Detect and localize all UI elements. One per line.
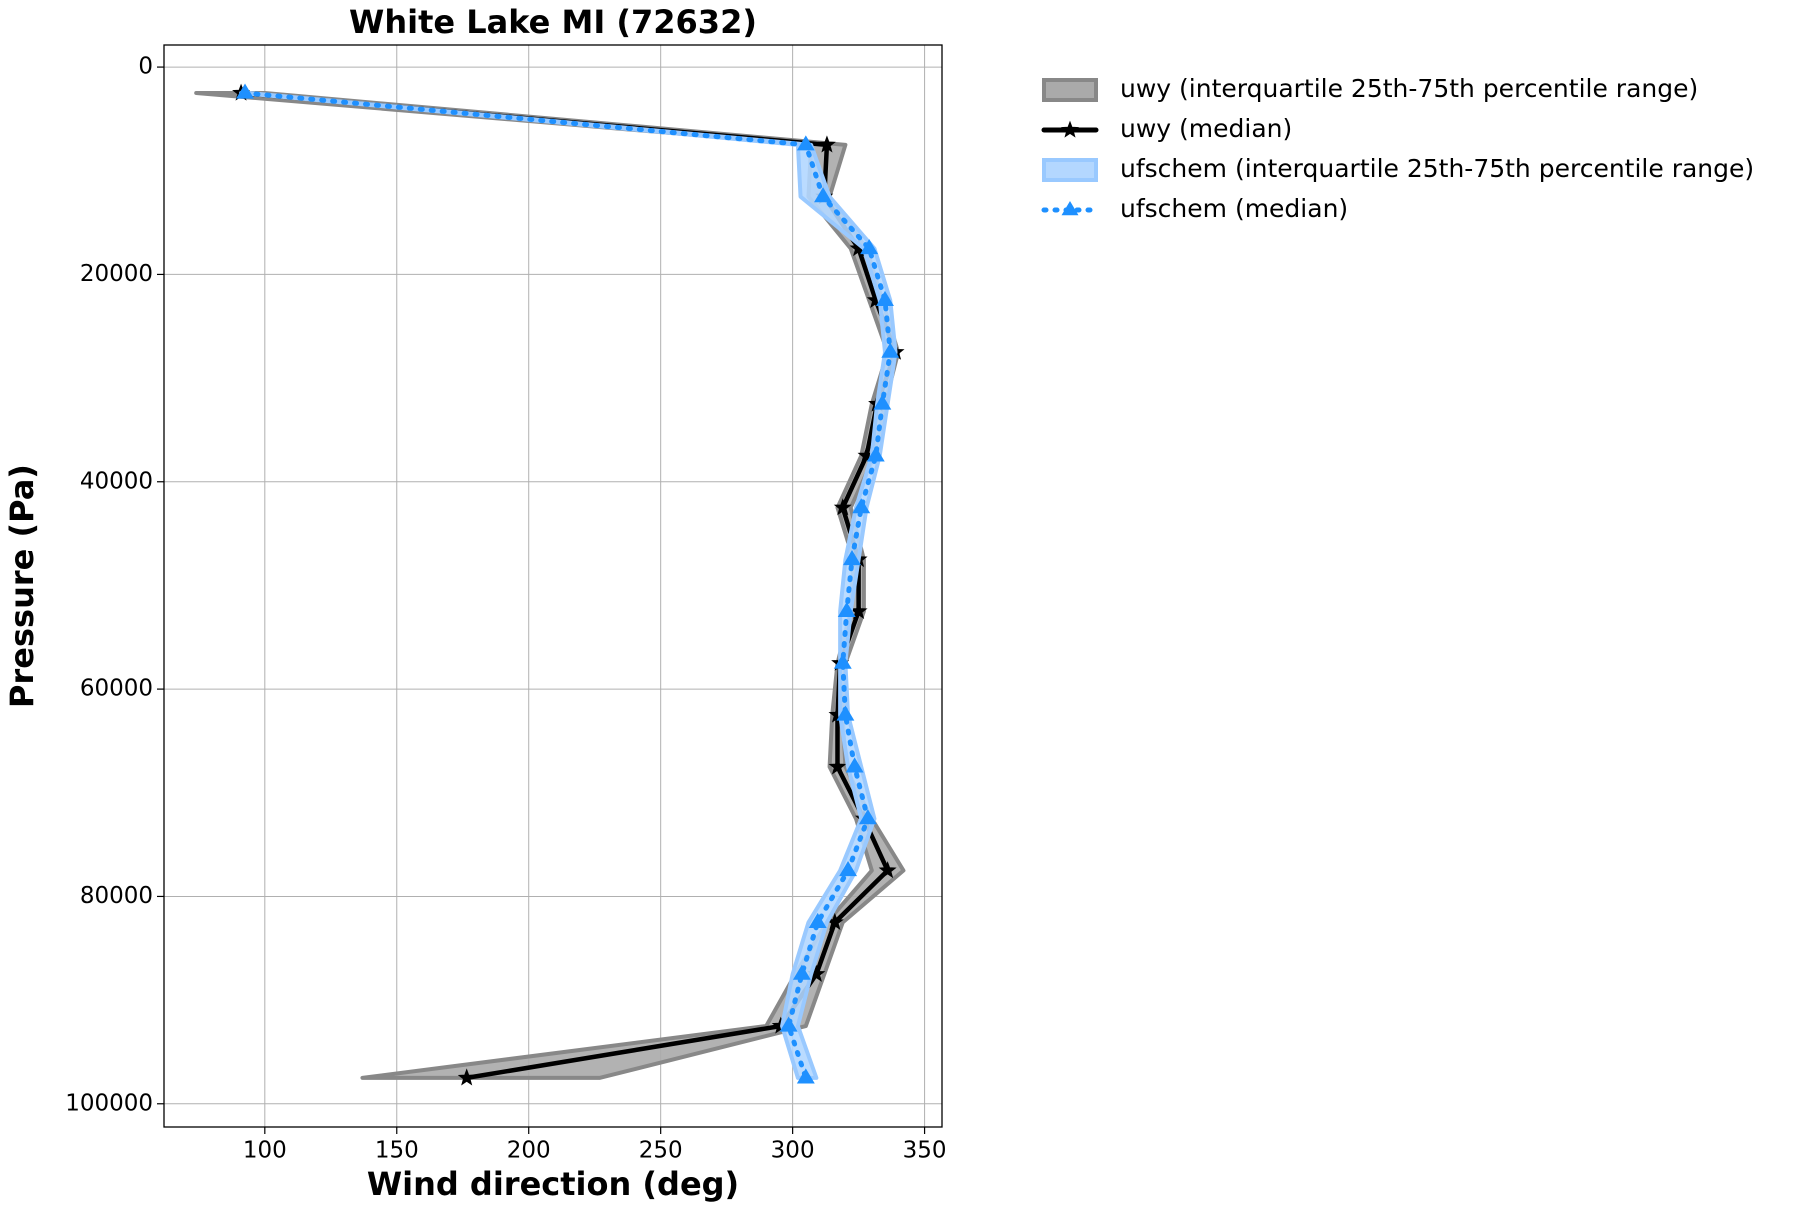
median-marker bbox=[457, 1068, 476, 1086]
median-marker bbox=[878, 861, 897, 879]
iqr-band bbox=[194, 90, 906, 1080]
legend-marker bbox=[1061, 120, 1079, 138]
median-marker bbox=[814, 187, 832, 203]
median-line bbox=[238, 90, 898, 1081]
y-axis-label: Pressure (Pa) bbox=[3, 464, 41, 708]
median-marker bbox=[866, 446, 885, 462]
legend-label: ufschem (median) bbox=[1120, 194, 1348, 223]
x-axis-label: Wind direction (deg) bbox=[367, 1165, 739, 1203]
median-marker bbox=[860, 239, 879, 255]
median-marker bbox=[839, 861, 858, 877]
median-marker bbox=[828, 757, 847, 775]
median-line bbox=[242, 90, 893, 1081]
y-tick-label: 80000 bbox=[80, 883, 153, 909]
median-marker bbox=[836, 705, 855, 721]
median-marker bbox=[858, 809, 877, 825]
median-marker bbox=[817, 135, 836, 153]
median-marker bbox=[873, 394, 892, 410]
median-marker bbox=[837, 601, 856, 617]
y-tick-label: 60000 bbox=[80, 676, 153, 702]
median-marker bbox=[808, 912, 827, 928]
legend-label: uwy (interquartile 25th-75th percentile … bbox=[1120, 74, 1698, 103]
y-tick-label: 40000 bbox=[80, 468, 153, 494]
median-marker bbox=[852, 498, 871, 514]
x-tick-label: 200 bbox=[507, 1138, 551, 1164]
median-marker bbox=[881, 342, 900, 358]
y-tick-label: 100000 bbox=[65, 1090, 153, 1116]
plot-frame bbox=[163, 44, 943, 1128]
x-tick-label: 100 bbox=[243, 1138, 287, 1164]
x-tick-label: 300 bbox=[771, 1138, 815, 1164]
median-marker bbox=[779, 1016, 798, 1032]
median-marker bbox=[876, 290, 894, 306]
median-marker bbox=[792, 964, 811, 980]
y-tick-label: 0 bbox=[138, 54, 153, 80]
legend-swatch bbox=[1042, 158, 1098, 182]
median-marker bbox=[796, 135, 815, 151]
median-marker bbox=[833, 498, 852, 516]
median-marker bbox=[845, 757, 864, 773]
median-marker bbox=[843, 550, 861, 566]
median-marker bbox=[236, 83, 254, 99]
y-tick-label: 20000 bbox=[80, 261, 153, 287]
x-tick-label: 250 bbox=[639, 1138, 683, 1164]
median-marker bbox=[796, 1068, 815, 1084]
legend-marker bbox=[1061, 201, 1079, 216]
x-tick-label: 350 bbox=[903, 1138, 947, 1164]
legend-label: ufschem (interquartile 25th-75th percent… bbox=[1120, 154, 1754, 183]
iqr-band bbox=[239, 90, 898, 1080]
legend-label: uwy (median) bbox=[1120, 114, 1292, 143]
median-marker bbox=[833, 653, 852, 669]
x-tick-label: 150 bbox=[375, 1138, 419, 1164]
chart-title: White Lake MI (72632) bbox=[349, 3, 757, 41]
legend-swatch bbox=[1042, 78, 1098, 102]
